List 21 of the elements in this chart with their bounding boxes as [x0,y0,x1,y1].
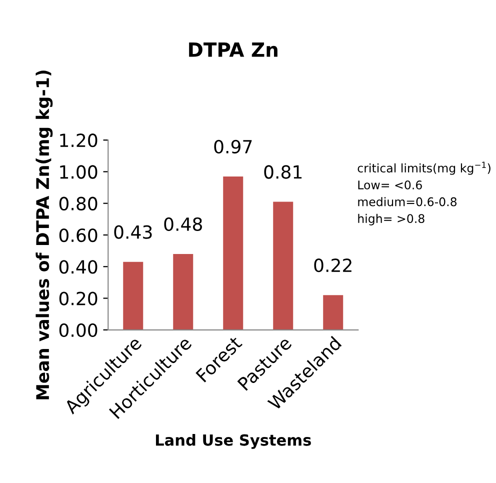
y-tick-label: 0.60 [59,228,98,242]
y-tick-label: 0.80 [59,196,98,210]
data-label: 0.97 [214,140,252,154]
y-tick-label: 1.00 [60,165,98,179]
bar [323,295,344,330]
y-tick-label: 0.40 [59,260,98,274]
bar [123,262,144,330]
y-tick-label: 1.20 [60,134,98,148]
bar [273,202,294,330]
data-label: 0.81 [264,165,302,179]
x-axis-title: Land Use Systems [156,434,311,449]
bar [223,176,244,330]
y-axis-title: Mean values of DTPA Zn(mg kg-1) [36,70,53,400]
data-label: 0.43 [114,225,152,239]
bar [173,254,194,330]
data-label: 0.22 [314,258,352,272]
chart-title: DTPA Zn [189,42,278,57]
text: critical limits(mg kg$^{−1}$) Low= <0.6 medium=0.6-0.8 high= >0.8 [358,162,490,226]
y-tick-label: 0.00 [59,323,98,338]
y-tick-label: 0.20 [59,292,98,306]
data-label: 0.48 [164,217,202,232]
